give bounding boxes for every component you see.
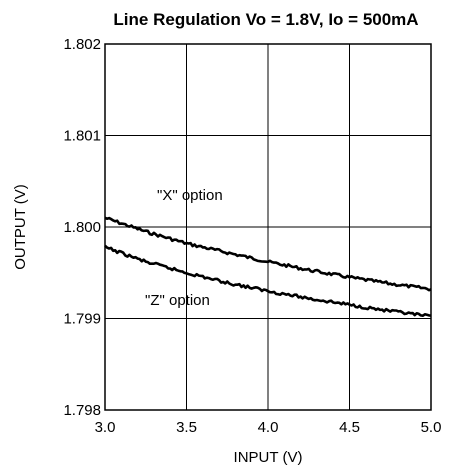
y-tick-label: 1.800 bbox=[63, 219, 101, 236]
x-tick-label: 3.5 bbox=[176, 419, 197, 436]
x-tick-label: 5.0 bbox=[421, 419, 442, 436]
y-tick-label: 1.801 bbox=[63, 128, 101, 145]
chart-title: Line Regulation Vo = 1.8V, Io = 500mA bbox=[113, 10, 418, 29]
x-axis-label: INPUT (V) bbox=[234, 449, 303, 466]
series-line-x-option bbox=[104, 216, 432, 292]
y-tick-label: 1.799 bbox=[63, 311, 101, 328]
plot-frame bbox=[104, 43, 432, 411]
series-label-x-option: "X" option bbox=[157, 187, 223, 204]
series-label-z-option: "Z" option bbox=[145, 292, 210, 309]
x-tick-label: 4.5 bbox=[339, 419, 360, 436]
tick-layer: 3.0 3.5 4.0 4.5 5.0 1.802 1.801 1.800 1.799 1.798 bbox=[63, 36, 441, 436]
series-line-z-option bbox=[104, 244, 432, 318]
series-layer bbox=[104, 216, 432, 318]
y-tick-label: 1.798 bbox=[63, 402, 101, 419]
y-axis-label: OUTPUT (V) bbox=[12, 184, 29, 270]
x-tick-label: 3.0 bbox=[95, 419, 116, 436]
x-tick-label: 4.0 bbox=[258, 419, 279, 436]
grid-layer bbox=[104, 43, 432, 411]
y-tick-label: 1.802 bbox=[63, 36, 101, 53]
